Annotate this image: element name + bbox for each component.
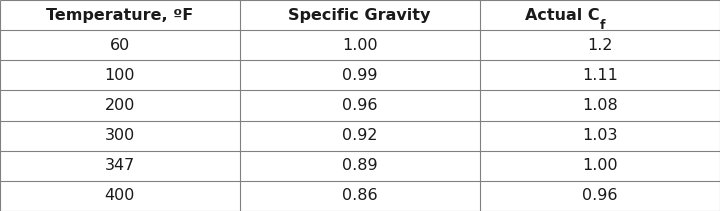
Text: 60: 60 — [109, 38, 130, 53]
Bar — [240, 120, 480, 151]
Text: 0.99: 0.99 — [342, 68, 377, 83]
Bar — [0, 0, 240, 30]
Bar — [480, 30, 720, 60]
Bar — [0, 30, 240, 60]
Bar — [240, 30, 480, 60]
Text: 100: 100 — [104, 68, 135, 83]
Text: 0.89: 0.89 — [342, 158, 377, 173]
Text: 200: 200 — [104, 98, 135, 113]
Text: 0.96: 0.96 — [342, 98, 377, 113]
Text: 0.96: 0.96 — [582, 188, 618, 203]
Text: 0.92: 0.92 — [342, 128, 377, 143]
Text: 347: 347 — [104, 158, 135, 173]
Text: 0.86: 0.86 — [342, 188, 377, 203]
Bar — [480, 0, 720, 30]
Text: 400: 400 — [104, 188, 135, 203]
Bar — [0, 60, 240, 91]
Text: 1.00: 1.00 — [582, 158, 618, 173]
Bar — [240, 91, 480, 120]
Bar — [480, 91, 720, 120]
Bar — [240, 151, 480, 181]
Text: Actual C: Actual C — [525, 8, 600, 23]
Bar — [240, 60, 480, 91]
Text: 300: 300 — [104, 128, 135, 143]
Bar — [0, 91, 240, 120]
Bar — [240, 0, 480, 30]
Text: 1.2: 1.2 — [587, 38, 613, 53]
Bar — [480, 151, 720, 181]
Text: 1.11: 1.11 — [582, 68, 618, 83]
Text: Specific Gravity: Specific Gravity — [289, 8, 431, 23]
Text: Temperature, ºF: Temperature, ºF — [46, 8, 194, 23]
Text: 1.08: 1.08 — [582, 98, 618, 113]
Text: 1.00: 1.00 — [342, 38, 377, 53]
Bar — [480, 120, 720, 151]
Bar — [0, 181, 240, 211]
Bar — [240, 181, 480, 211]
Bar — [480, 181, 720, 211]
Bar — [480, 60, 720, 91]
Bar — [0, 151, 240, 181]
Bar — [0, 120, 240, 151]
Text: f: f — [600, 19, 606, 32]
Text: 1.03: 1.03 — [582, 128, 618, 143]
